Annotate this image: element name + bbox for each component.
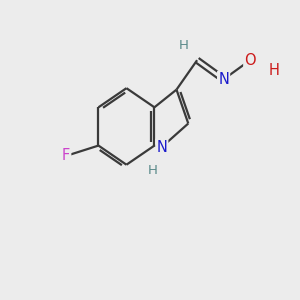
Text: H: H: [268, 63, 279, 78]
Text: F: F: [62, 148, 70, 164]
Text: H: H: [179, 39, 189, 52]
Text: H: H: [148, 164, 158, 177]
Text: N: N: [156, 140, 167, 154]
Text: O: O: [244, 53, 256, 68]
Text: N: N: [218, 72, 229, 87]
